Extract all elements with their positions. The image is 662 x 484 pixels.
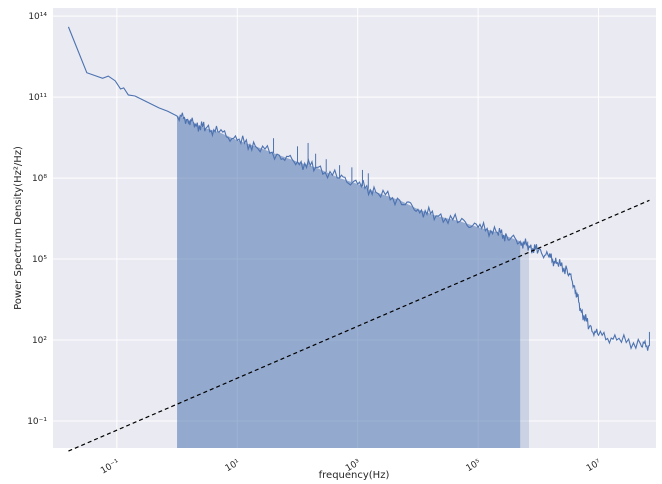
y-tick-label: 10² — [32, 336, 47, 346]
series-layer — [67, 26, 650, 452]
y-tick-label: 10⁵ — [32, 255, 47, 265]
shaded-fill — [177, 115, 521, 448]
y-axis-label: Power Spectrum Density(Hz²/Hz) — [13, 146, 24, 310]
shaded-fade — [520, 241, 530, 448]
psd-line — [67, 26, 650, 351]
shaded-area — [177, 115, 530, 448]
x-axis-label: frequency(Hz) — [319, 470, 390, 481]
y-tick-labels: 10⁻¹ 10² 10⁵ 10⁸ 10¹¹ 10¹⁴ — [27, 12, 47, 427]
y-tick-label: 10⁻¹ — [27, 417, 47, 427]
dashed-reference-line — [68, 199, 650, 452]
y-tick-label: 10¹⁴ — [28, 12, 47, 22]
y-tick-label: 10¹¹ — [28, 93, 47, 103]
y-tick-label: 10⁸ — [32, 174, 47, 184]
